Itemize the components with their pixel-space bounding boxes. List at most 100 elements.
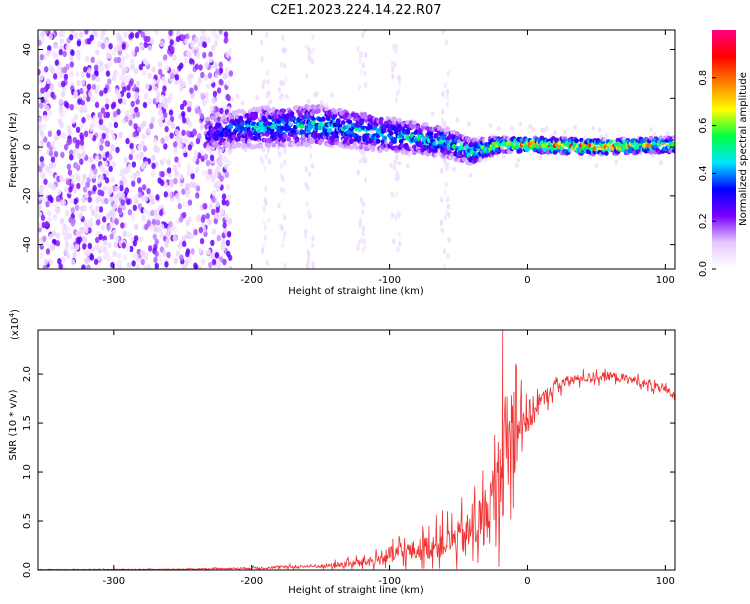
spectrogram-cell — [111, 134, 116, 141]
spectrogram-cell — [182, 235, 187, 242]
spectrogram-cell — [98, 60, 104, 68]
spectrogram-cell — [488, 123, 493, 129]
spectrogram-cell — [135, 111, 141, 118]
spectrogram-cell — [83, 220, 88, 227]
spectrogram-cell — [182, 117, 187, 124]
spectrogram-cell — [266, 143, 272, 149]
spectrogram-cell — [192, 129, 198, 136]
spectrogram-cell — [45, 104, 50, 112]
spectrogram-cell — [335, 118, 341, 124]
spectrogram-cell — [224, 66, 230, 74]
spectrogram-cell — [139, 235, 144, 243]
spectrogram-cell — [226, 231, 232, 238]
spectrogram-cell — [70, 30, 75, 34]
spectrogram-cell — [397, 230, 401, 237]
snr-frame — [37, 329, 676, 571]
spectrogram-cell — [142, 101, 148, 109]
spectrogram-cell — [194, 63, 200, 70]
spectrogram-cell — [101, 132, 107, 140]
spectrogram-cell — [306, 98, 311, 104]
spectrogram-cell — [261, 83, 265, 90]
spectrogram-cell — [86, 95, 91, 102]
spectrogram-cell — [446, 196, 450, 203]
spectrogram-cell — [230, 114, 235, 120]
spectrogram-cell — [516, 157, 521, 163]
spectrogram-cell — [52, 73, 58, 80]
spectrogram-cell — [38, 68, 41, 76]
spectrogram-cell — [490, 133, 495, 139]
spectrogram-cell — [76, 54, 81, 61]
spectrogram-cell — [397, 79, 402, 86]
spectrogram-cell — [240, 100, 245, 106]
spectrogram-cell — [306, 116, 311, 121]
spectrogram-cell — [174, 74, 180, 81]
spectrogram-cell — [62, 223, 67, 231]
spectrogram-cell — [281, 46, 286, 53]
spectrogram-cell — [164, 135, 169, 142]
colorbar-label: Normalized spectral amplitude — [738, 72, 749, 226]
spectrogram-cell — [496, 126, 501, 132]
spectrogram-cell — [177, 142, 183, 150]
spectrogram-cell — [56, 129, 61, 136]
spectrogram-cell — [115, 185, 120, 193]
spectrogram-cell — [260, 55, 264, 62]
spectrogram-cell — [433, 133, 439, 138]
spectrogram-cell — [48, 33, 53, 40]
spectrogram-cell — [277, 87, 281, 94]
spectrogram-cell — [226, 94, 231, 102]
spectrogram-cell — [68, 186, 73, 193]
spectrogram-cell — [392, 164, 396, 171]
spectrogram-cell — [226, 250, 231, 258]
spectrogram-cell — [361, 209, 365, 216]
spectrogram-cell — [151, 66, 156, 73]
spectrogram-cell — [510, 126, 515, 132]
spectrogram-cell — [120, 222, 125, 229]
spectrogram-cell — [116, 252, 122, 259]
spectrogram-cell — [209, 77, 215, 84]
spectrogram-cell — [69, 71, 74, 78]
spectrogram-cell — [152, 137, 158, 144]
spectrogram-cell — [284, 76, 288, 83]
spectrogram-cell — [50, 156, 56, 163]
spectrogram-cell — [99, 33, 105, 41]
spectrogram-cell — [39, 156, 45, 163]
spectrogram-cell — [428, 134, 434, 140]
spectrogram-cell — [146, 127, 151, 135]
spectrogram-cell — [55, 240, 61, 247]
spectrogram-cell — [173, 257, 178, 265]
spectrogram-cell — [483, 156, 488, 162]
spectrogram-cell — [574, 138, 579, 144]
spectrogram-cell — [117, 92, 122, 100]
spectrogram-cell — [442, 248, 447, 255]
spectrogram-cell — [120, 80, 126, 88]
spectrogram-cell — [168, 109, 174, 116]
spectrogram-cell — [174, 128, 180, 136]
spectrogram-cell — [111, 160, 116, 168]
spectrogram-cell — [132, 131, 138, 138]
spectrogram-cell — [179, 103, 185, 111]
spectrogram-cell — [362, 149, 366, 156]
spectrogram-cell — [225, 51, 230, 59]
spectrogram-cell — [457, 139, 462, 145]
spectrogram-cell — [443, 158, 447, 165]
spectrogram-cell — [79, 31, 84, 38]
spectrogram-cell — [363, 177, 368, 184]
spectrogram-cell — [358, 222, 362, 229]
spectrogram-cell — [159, 40, 165, 48]
spectrogram-cell — [210, 252, 215, 260]
spectrogram-cell — [172, 141, 178, 148]
spectrogram-cell — [147, 98, 152, 105]
spectrogram-cell — [200, 30, 206, 36]
spectrogram-cell — [289, 111, 295, 117]
spectrogram-cell — [156, 91, 161, 98]
spectrogram-cell — [209, 154, 215, 162]
spectrogram-cell — [85, 250, 91, 257]
spectrogram-cell — [221, 244, 226, 251]
spectrogram-cell — [166, 251, 171, 259]
spectrogram-cell — [93, 121, 98, 128]
spectrogram-cell — [648, 135, 654, 141]
spectrogram-cell — [281, 175, 285, 182]
spectrogram-cell — [311, 242, 315, 249]
